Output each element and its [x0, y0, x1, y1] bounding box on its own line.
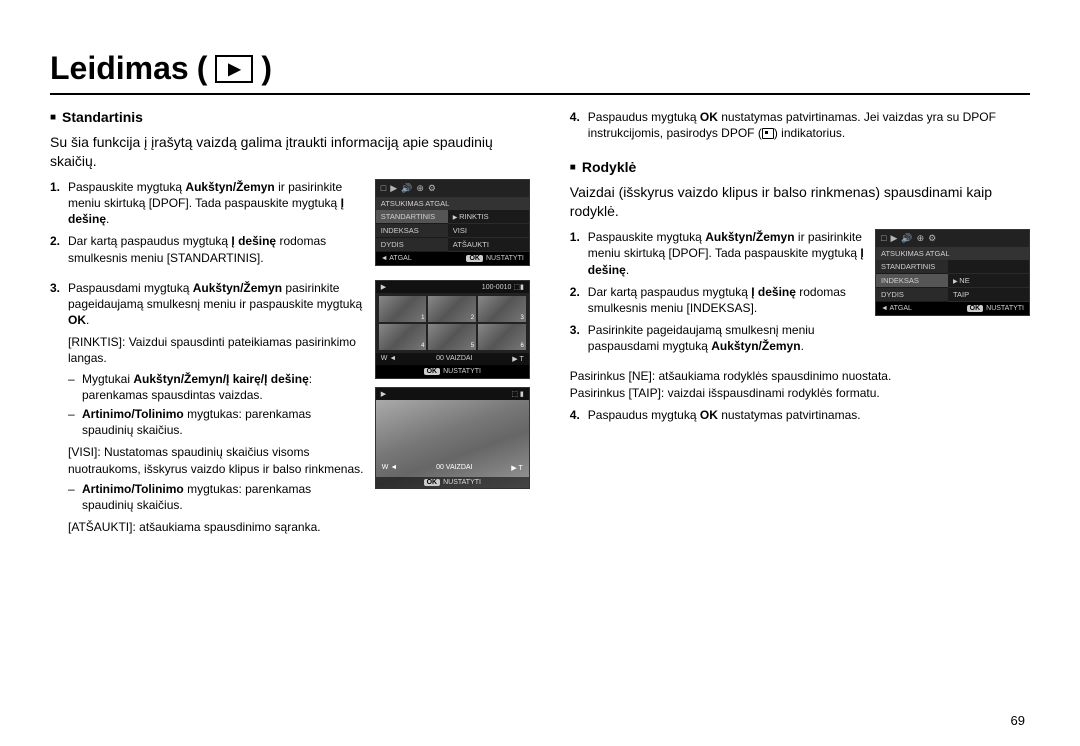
lcd-menu-indeksas: □▶🔊⊕⚙ ATSUKIMAS ATGAL STANDARTINIS INDEK…: [875, 229, 1030, 316]
left-step-3: 3. Paspausdami mygtuką Aukštyn/Žemyn pas…: [50, 280, 365, 536]
section-heading-standartinis: Standartinis: [50, 109, 530, 125]
right-ne-line: Pasirinkus [NE]: atšaukiama rodyklės spa…: [570, 368, 1030, 384]
right-taip-line: Pasirinkus [TAIP]: vaizdai išspausdinami…: [570, 385, 1030, 401]
play-icon: ▶: [215, 55, 253, 83]
intro-right: Vaizdai (išskyrus vaizdo klipus ir balso…: [570, 183, 1030, 221]
right-step-4: 4. Paspaudus mygtuką OK nustatymas patvi…: [570, 407, 1030, 423]
lcd-menu-standartinis: □▶🔊⊕⚙ ATSUKIMAS ATGAL STANDARTINISRINKTI…: [375, 179, 530, 266]
section-heading-rodykle: Rodyklė: [570, 159, 1030, 175]
title-rule: [50, 93, 1030, 95]
right-step-3: 3. Pasirinkite pageidaujamą smulkesnį me…: [570, 322, 865, 354]
right-step-1: 1. Paspauskite mygtuką Aukštyn/Žemyn ir …: [570, 229, 865, 278]
right-top-step-4: 4. Paspaudus mygtuką OK nustatymas patvi…: [570, 109, 1030, 141]
right-step-2: 2. Dar kartą paspaudus mygtuką Į dešinę …: [570, 284, 865, 316]
title-paren-close: ): [261, 50, 272, 87]
page-title: Leidimas ( ▶ ): [50, 50, 1030, 87]
lcd-thumbnails: ▶100-0010 ⬚▮ 1 2 3 4 5 6 W ◄ 00 VAIZDAI …: [375, 280, 530, 379]
dpof-icon: [762, 128, 774, 139]
intro-left: Su šia funkcija į įrašytą vaizdą galima …: [50, 133, 530, 171]
left-step-1: 1. Paspauskite mygtuką Aukštyn/Žemyn ir …: [50, 179, 365, 228]
page-number: 69: [1011, 713, 1025, 728]
left-step-2: 2. Dar kartą paspaudus mygtuką Į dešinę …: [50, 233, 365, 265]
lcd-single-image: ▶⬚ ▮ W ◄ 00 VAIZDAI ▶ T OKNUSTATYTI: [375, 387, 530, 489]
title-paren-open: (: [197, 50, 208, 87]
title-text: Leidimas: [50, 50, 189, 87]
